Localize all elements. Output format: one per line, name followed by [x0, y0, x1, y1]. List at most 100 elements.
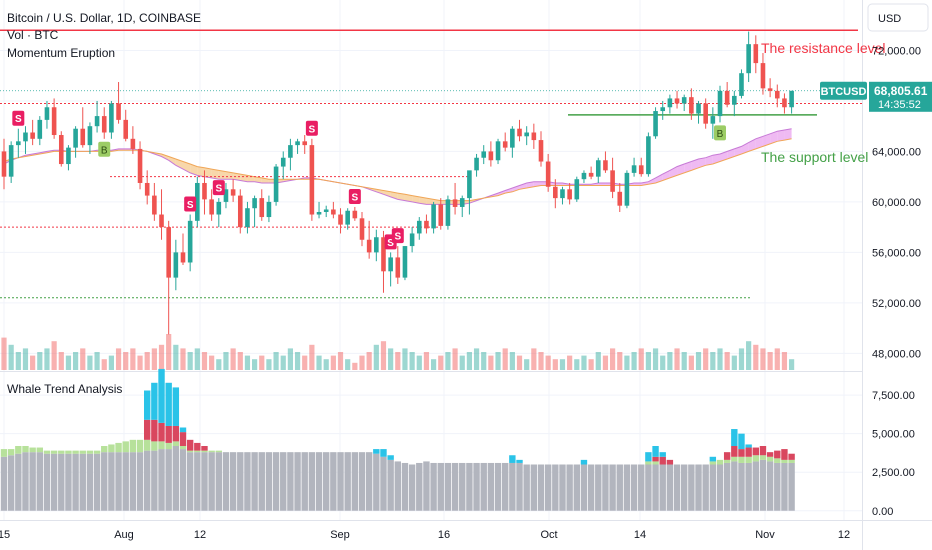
candle[interactable] [674, 90, 680, 109]
candle[interactable] [739, 69, 744, 99]
symbol-title[interactable]: Bitcoin / U.S. Dollar, 1D, COINBASE [7, 11, 201, 25]
candle[interactable] [588, 166, 594, 180]
candle[interactable] [144, 170, 150, 205]
candle[interactable] [689, 88, 694, 120]
candle[interactable] [94, 100, 100, 133]
candle[interactable] [223, 182, 229, 209]
candle[interactable] [681, 94, 687, 112]
candle[interactable] [416, 217, 422, 240]
candle[interactable] [774, 84, 780, 108]
candle[interactable] [1, 138, 7, 190]
candle[interactable] [202, 170, 207, 215]
candle[interactable] [753, 35, 759, 74]
candlestick-series[interactable] [1, 31, 794, 335]
candle[interactable] [517, 119, 522, 142]
candle[interactable] [30, 119, 35, 146]
candle[interactable] [452, 182, 458, 215]
candle[interactable] [209, 189, 214, 221]
candle[interactable] [732, 90, 737, 117]
candle[interactable] [280, 151, 286, 180]
candle[interactable] [8, 141, 14, 183]
candle[interactable] [374, 229, 379, 262]
candle[interactable] [109, 100, 114, 139]
candle[interactable] [73, 126, 78, 158]
candle[interactable] [510, 126, 515, 158]
candle[interactable] [567, 182, 572, 205]
volume-label[interactable]: Vol · BTC [7, 28, 59, 42]
candle[interactable] [152, 182, 157, 221]
candle[interactable] [445, 195, 451, 230]
candle[interactable] [288, 138, 293, 171]
candle[interactable] [538, 131, 544, 167]
candle[interactable] [51, 98, 57, 139]
candle[interactable] [116, 82, 121, 124]
price-axis[interactable]: 72,000.0068,000.0064,000.0060,000.0056,0… [872, 45, 921, 360]
candle[interactable] [603, 151, 608, 173]
candle[interactable] [302, 135, 308, 154]
candle[interactable] [230, 179, 236, 202]
candle[interactable] [610, 157, 615, 199]
candle[interactable] [166, 220, 171, 335]
candle[interactable] [331, 201, 336, 219]
candle[interactable] [724, 82, 730, 108]
candle[interactable] [467, 170, 472, 215]
candle[interactable] [338, 208, 343, 234]
candle[interactable] [545, 153, 551, 192]
candle[interactable] [345, 208, 350, 230]
candle[interactable] [395, 246, 401, 284]
whale-axis[interactable]: 7,500.00 5,000.00 2,500.00 0.00 [872, 390, 915, 518]
candle[interactable] [631, 157, 637, 177]
candle[interactable] [667, 94, 673, 114]
candle[interactable] [237, 189, 243, 234]
currency-button[interactable]: USD [867, 3, 929, 32]
candle[interactable] [746, 31, 751, 83]
candle[interactable] [760, 53, 766, 95]
candle[interactable] [37, 116, 43, 146]
candle[interactable] [524, 126, 529, 146]
candle[interactable] [309, 138, 315, 221]
candle[interactable] [195, 176, 200, 228]
candle[interactable] [66, 145, 71, 171]
candle[interactable] [295, 138, 300, 154]
candle[interactable] [431, 201, 436, 234]
candle[interactable] [553, 179, 558, 209]
candle[interactable] [782, 93, 787, 114]
candle[interactable] [488, 141, 494, 167]
candle[interactable] [259, 189, 265, 221]
candle[interactable] [717, 85, 723, 123]
candle[interactable] [159, 189, 164, 240]
candle[interactable] [574, 176, 580, 202]
candle[interactable] [502, 132, 508, 152]
candle[interactable] [595, 157, 601, 183]
candle[interactable] [789, 90, 794, 114]
lower-pane-title[interactable]: Whale Trend Analysis [7, 382, 122, 396]
candle[interactable] [187, 214, 193, 272]
candle[interactable] [252, 195, 257, 228]
candle[interactable] [581, 170, 587, 183]
candle[interactable] [101, 107, 107, 139]
candle[interactable] [137, 141, 143, 190]
candle[interactable] [266, 195, 272, 223]
candle[interactable] [180, 233, 186, 265]
candle[interactable] [44, 100, 50, 129]
candle[interactable] [495, 138, 501, 165]
candle[interactable] [402, 246, 408, 281]
candle[interactable] [638, 157, 644, 177]
candle[interactable] [703, 98, 708, 129]
candle[interactable] [624, 170, 630, 209]
candle[interactable] [660, 100, 666, 120]
candle[interactable] [388, 252, 393, 287]
candle[interactable] [767, 78, 773, 98]
candle[interactable] [438, 198, 444, 230]
candle[interactable] [710, 107, 716, 139]
candle[interactable] [366, 220, 372, 259]
candle[interactable] [173, 239, 179, 291]
candle[interactable] [323, 205, 329, 218]
candle[interactable] [130, 126, 136, 154]
candle[interactable] [531, 123, 537, 149]
candle[interactable] [481, 145, 487, 165]
candle[interactable] [474, 153, 479, 177]
candle[interactable] [273, 164, 279, 206]
candle[interactable] [23, 126, 28, 154]
